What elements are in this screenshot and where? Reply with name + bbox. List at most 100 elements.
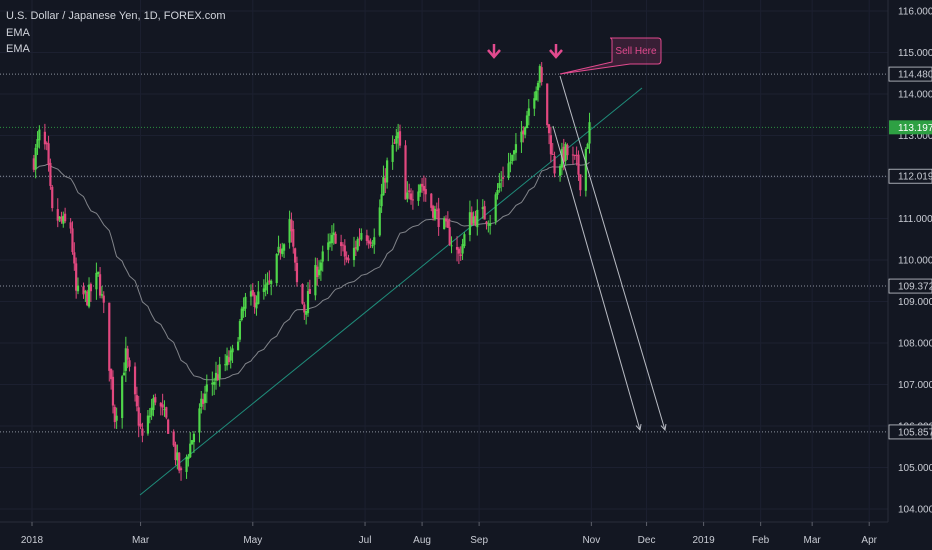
candle-body: [236, 341, 240, 351]
down-arrow-marker-head: [487, 49, 501, 59]
callout-text: Sell Here: [615, 46, 657, 57]
candle-body: [514, 144, 518, 153]
candle-body: [124, 348, 127, 371]
candle-body: [448, 227, 451, 245]
candle-body: [566, 145, 569, 156]
price-level-label: 113.197: [898, 123, 932, 134]
candle-body: [253, 294, 256, 308]
candle-body: [579, 174, 582, 191]
candle-body: [179, 468, 183, 471]
candle-body: [176, 452, 179, 461]
candle-body: [163, 409, 166, 411]
candle-body: [218, 364, 221, 379]
candle-body: [319, 262, 322, 271]
candle-body: [341, 244, 345, 246]
candle-body: [352, 247, 356, 261]
candle-body: [317, 269, 321, 276]
candle-body: [489, 223, 492, 226]
candle-body: [76, 285, 80, 292]
candle-body: [282, 244, 286, 251]
candle-body: [455, 247, 459, 250]
time-tick-label: 2019: [692, 535, 715, 546]
candle-body: [214, 372, 218, 381]
candle-body: [450, 245, 453, 247]
candle-body: [238, 321, 242, 340]
candle-body: [345, 257, 348, 260]
ema-indicator-label-1[interactable]: EMA: [6, 27, 30, 39]
candle-body: [397, 132, 400, 139]
candle-body: [224, 364, 227, 366]
candle-body: [231, 348, 234, 353]
candle-body: [437, 208, 440, 227]
candle-body: [211, 382, 214, 385]
candle-body: [373, 237, 376, 245]
candle-body: [190, 440, 194, 445]
candle-body: [187, 457, 190, 460]
candle-body: [347, 258, 350, 261]
candle-body: [356, 239, 359, 251]
candle-body: [60, 216, 63, 222]
candle-body: [551, 153, 554, 155]
candle-body: [512, 150, 516, 155]
candle-body: [288, 219, 291, 243]
candle-body: [546, 83, 549, 126]
price-axis[interactable]: 104.000105.000106.000107.000108.000109.0…: [887, 0, 932, 550]
candle-body: [562, 146, 565, 162]
candle-body: [34, 147, 37, 170]
price-tick-label: 113.000: [898, 131, 932, 142]
candle-body: [251, 290, 254, 296]
candle-body: [411, 199, 414, 201]
ema-line: [33, 161, 590, 381]
candle-body: [507, 163, 510, 179]
candle-body: [203, 393, 207, 403]
candle-body: [340, 242, 343, 247]
time-axis[interactable]: 2018 Mar May Jul Aug Sep Nov Dec 2019 Feb Mar Apr: [0, 521, 888, 546]
candle-body: [242, 306, 245, 311]
candle-body: [32, 158, 35, 170]
candle-body: [419, 184, 422, 193]
candle-body: [264, 284, 267, 291]
candle-body: [314, 265, 317, 296]
candle-body: [573, 154, 576, 156]
candle-body: [141, 428, 144, 436]
candle-body: [586, 143, 589, 149]
candle-body: [408, 190, 411, 193]
candle-body: [409, 193, 413, 200]
price-axis-bg: [888, 0, 932, 550]
candle-body: [159, 402, 162, 407]
candle-body: [95, 272, 98, 290]
candle-body: [330, 234, 334, 244]
candle-body: [498, 182, 501, 189]
candle-body: [108, 302, 111, 371]
price-level-label: 109.372: [898, 282, 932, 293]
candle-body: [420, 183, 424, 187]
candle-body: [102, 295, 105, 303]
candle-body: [424, 189, 427, 195]
candle-body: [382, 177, 385, 196]
candle-body: [87, 284, 91, 307]
candle-body: [303, 304, 306, 313]
candle-body: [367, 240, 370, 244]
ema-indicator-label-2[interactable]: EMA: [6, 43, 30, 55]
price-tick-label: 109.000: [898, 297, 932, 308]
candle-body: [82, 286, 85, 295]
candle-body: [275, 253, 278, 284]
price-tick-label: 104.000: [898, 505, 932, 516]
candle-body: [463, 234, 466, 247]
candle-body: [38, 129, 41, 141]
ema-lines: [33, 161, 590, 381]
candle-body: [229, 350, 232, 361]
chart-title: U.S. Dollar / Japanese Yen, 1D, FOREX.co…: [6, 10, 226, 22]
candle-body: [86, 291, 89, 306]
candle-body: [122, 372, 126, 376]
candle-body: [433, 208, 437, 220]
candle-body: [148, 415, 151, 418]
candle-body: [161, 404, 164, 408]
time-tick-label: Apr: [861, 535, 877, 546]
projection-arrow-line: [552, 125, 641, 431]
time-tick-label: Nov: [582, 535, 600, 546]
candle-body: [294, 248, 297, 263]
candle-body: [522, 130, 525, 135]
